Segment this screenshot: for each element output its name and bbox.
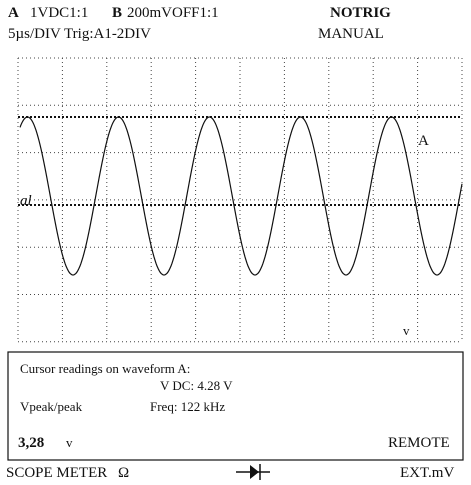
channel-a: A	[8, 5, 19, 21]
measure-label: Vpeak/peak	[20, 399, 83, 414]
readings-box	[7, 351, 464, 461]
timebase: 5µs/DIV Trig:A1-2DIV	[8, 26, 151, 42]
footer-ohm: Ω	[118, 465, 129, 481]
channel-b-setting: 200mVOFF1:1	[127, 5, 219, 21]
main-value: 3,28	[18, 435, 44, 451]
grid	[17, 57, 463, 343]
waveform	[19, 116, 463, 276]
cursor-label: al	[20, 193, 32, 209]
channel-b: B	[112, 5, 122, 21]
vdc-reading: V DC: 4.28 V	[160, 378, 233, 393]
marker: v	[403, 323, 410, 338]
main-unit: v	[66, 435, 73, 450]
footer-ext: EXT.mV	[400, 465, 454, 481]
trigger-status: NOTRIG	[330, 5, 391, 21]
freq-reading: Freq: 122 kHz	[150, 399, 225, 414]
diode-icon	[236, 464, 270, 480]
trace-label: A	[418, 133, 429, 149]
footer-mode: SCOPE METER	[6, 465, 107, 481]
status: REMOTE	[388, 435, 450, 451]
readings-title: Cursor readings on waveform A:	[20, 361, 190, 376]
channel-a-setting: 1VDC1:1	[30, 5, 88, 21]
trigger-mode: MANUAL	[318, 26, 384, 42]
